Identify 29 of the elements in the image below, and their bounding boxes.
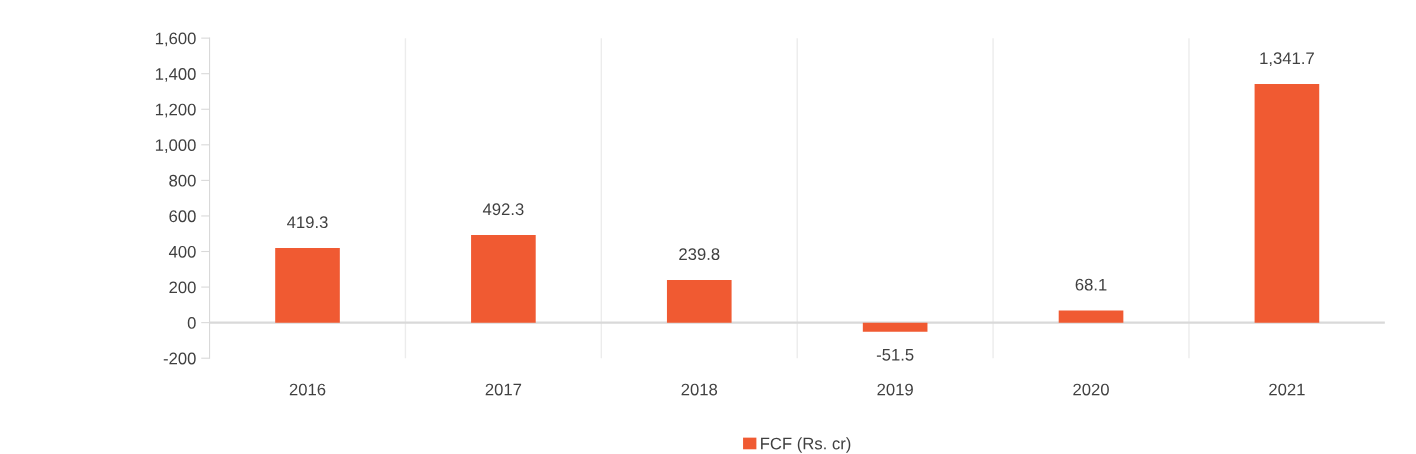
y-tick-label: -200 (163, 352, 196, 365)
y-tick-label: 800 (169, 174, 196, 187)
y-tick-label: 1,400 (155, 68, 196, 82)
bar (1254, 84, 1320, 323)
bar (862, 322, 928, 332)
y-tick-label: 1,600 (155, 32, 196, 47)
y-tick-label: 1,000 (155, 139, 196, 153)
y-tick-label: 400 (168, 245, 196, 258)
bar (1058, 310, 1124, 323)
data-label: 1,341.7 (1260, 52, 1314, 67)
legend-label: FCF (Rs. cr) (761, 437, 851, 453)
x-tick-label: 2021 (1269, 383, 1305, 396)
data-label: -51.5 (876, 349, 914, 361)
y-tick-label: 1,200 (155, 103, 196, 118)
y-tick-label: 200 (169, 281, 196, 294)
data-label: 68.1 (1075, 278, 1107, 291)
y-tick-label: 0 (187, 317, 196, 329)
data-label: 492.3 (482, 203, 524, 216)
x-tick-label: 2016 (289, 383, 326, 396)
bar (275, 248, 340, 323)
x-tick-label: 2019 (877, 383, 913, 396)
y-tick-label: 600 (169, 210, 196, 223)
bar (666, 280, 732, 323)
x-tick-label: 2020 (1073, 383, 1109, 396)
data-label: 239.8 (679, 248, 720, 261)
x-tick-label: 2018 (681, 383, 718, 396)
x-tick-label: 2017 (485, 383, 522, 396)
data-label: 419.3 (287, 216, 328, 229)
bar (471, 235, 536, 323)
